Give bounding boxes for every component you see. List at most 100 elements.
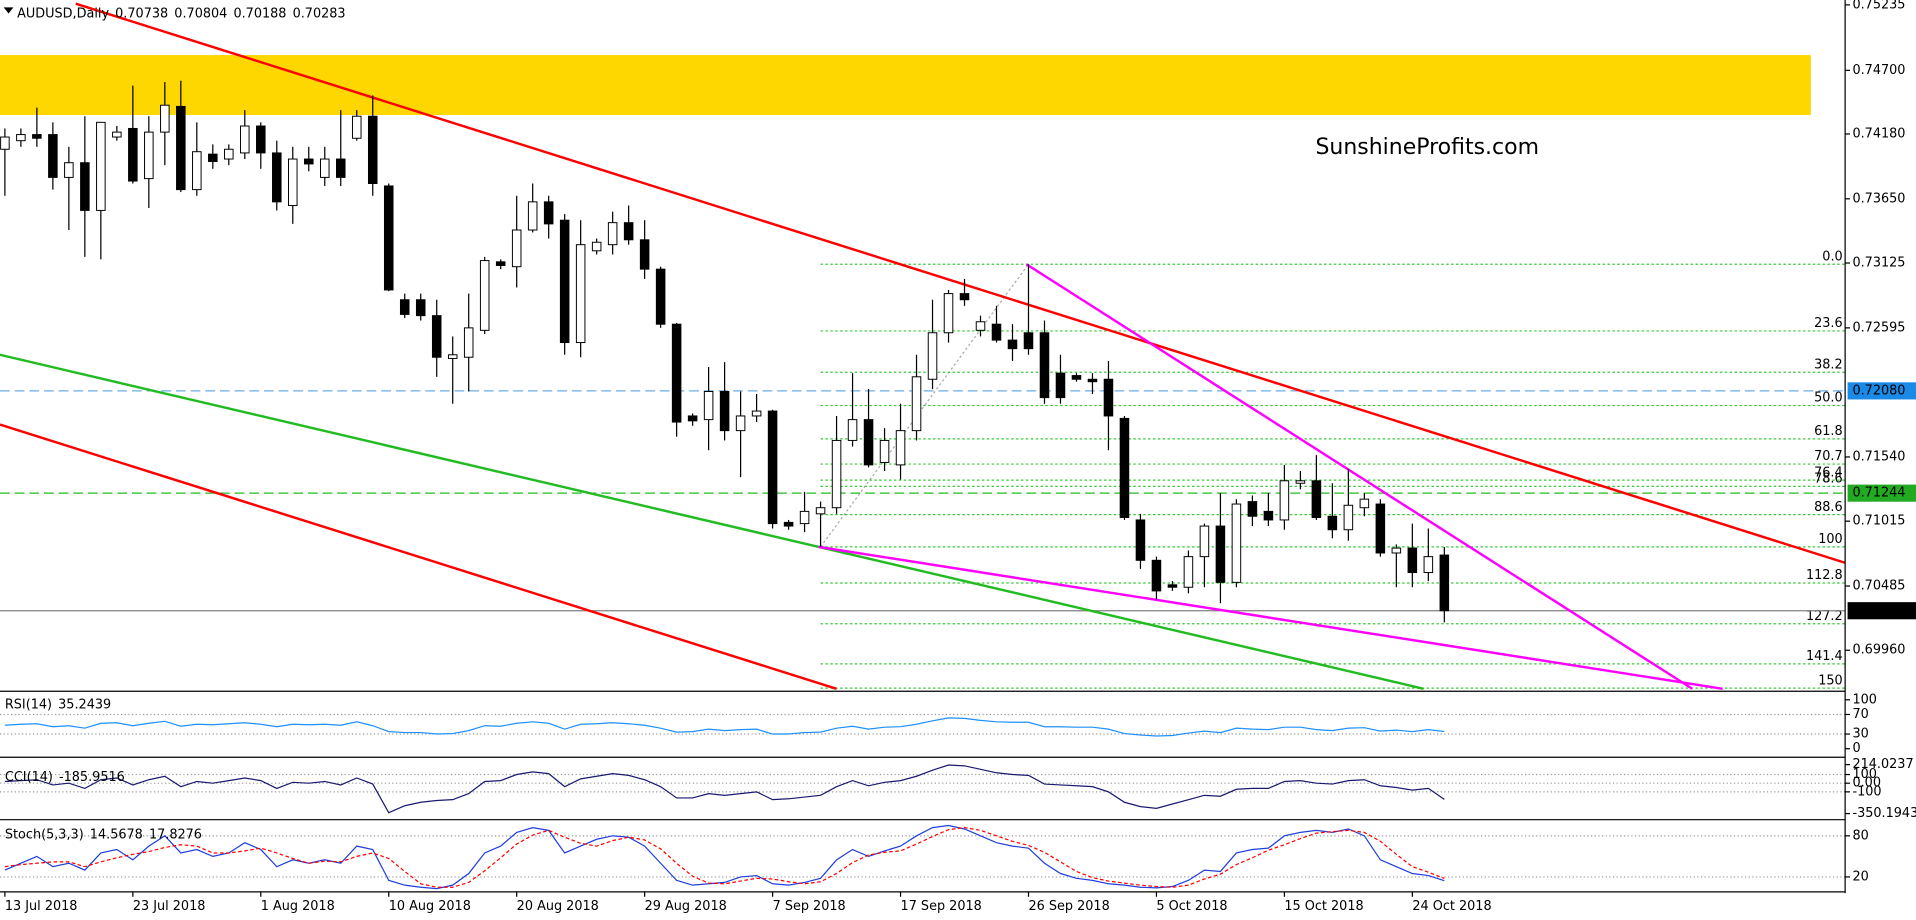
candle-body xyxy=(1359,498,1370,509)
resistance-zone xyxy=(0,55,1811,115)
candle-body xyxy=(591,241,602,252)
ohlc-value: 0.70283 xyxy=(293,6,346,21)
candle-body xyxy=(1231,503,1242,583)
fib-level-label: 23.6 xyxy=(1814,316,1843,331)
candle-body xyxy=(1407,547,1418,574)
candle-body xyxy=(991,323,1002,341)
symbol-title: AUDUSD,Daily xyxy=(17,6,109,21)
candle-body xyxy=(1391,547,1402,554)
watermark: SunshineProfits.com xyxy=(1315,135,1539,160)
candle-body xyxy=(895,430,906,466)
y-tick-label: 0.69960 xyxy=(1852,643,1905,658)
candle-body xyxy=(1183,556,1194,588)
candle-body xyxy=(272,152,282,203)
candle-body xyxy=(543,201,554,225)
candle-body xyxy=(735,415,746,432)
ohlc-value: 0.70188 xyxy=(233,6,286,21)
candle-body xyxy=(623,222,634,241)
fib-level-label: 50.0 xyxy=(1814,391,1843,406)
indicator-name: CCI(14) xyxy=(5,769,53,784)
candle-body xyxy=(815,507,826,515)
candle-body xyxy=(415,299,426,317)
x-tick-label: 23 Jul 2018 xyxy=(133,899,206,914)
candle-body xyxy=(751,410,762,417)
indicator-name: RSI(14) xyxy=(5,697,52,712)
candle-body xyxy=(32,134,42,139)
fib-level-label: 141.4 xyxy=(1806,649,1843,664)
candle-body xyxy=(1039,332,1050,399)
x-tick-label: 5 Oct 2018 xyxy=(1156,899,1227,914)
fib-level-label: 0.0 xyxy=(1822,249,1842,264)
candle-body xyxy=(367,115,378,184)
ohlc-value: 0.70804 xyxy=(174,6,227,21)
candle-body xyxy=(1087,378,1098,383)
indicator-line xyxy=(4,764,1445,814)
x-tick-label: 1 Aug 2018 xyxy=(261,899,335,914)
candle-body xyxy=(335,158,346,178)
candle-body xyxy=(767,410,778,525)
indicator-line xyxy=(4,826,1445,888)
candle-body xyxy=(176,105,186,191)
candle-body xyxy=(959,293,970,301)
candle-body xyxy=(479,260,490,331)
x-tick-label: 10 Aug 2018 xyxy=(389,899,471,914)
trend-line xyxy=(75,2,1846,564)
candle-body xyxy=(639,239,650,270)
menu-triangle xyxy=(3,7,14,14)
candle-body xyxy=(1327,515,1338,531)
fib-level-label: 78.6 xyxy=(1814,472,1843,487)
candle-body xyxy=(319,158,330,178)
price-label: 0.71244 xyxy=(1852,486,1905,501)
indicator-value: -185.9516 xyxy=(59,769,125,784)
indicator-name: Stoch(5,3,3) xyxy=(5,827,84,842)
candle-body xyxy=(1423,556,1434,574)
ohlc-value: 0.70738 xyxy=(115,6,168,21)
y-tick-label: 0.70485 xyxy=(1852,579,1905,594)
candle-body xyxy=(527,201,538,231)
candle-body xyxy=(1375,503,1386,554)
candle-body xyxy=(16,134,26,142)
candle-body xyxy=(831,439,842,509)
candle-body xyxy=(783,521,794,527)
candle-body xyxy=(559,219,570,344)
candle-body xyxy=(1263,510,1274,521)
candle-body xyxy=(1007,339,1018,350)
candle-body xyxy=(240,125,250,154)
indicator-title: RSI(14) 35.2439 xyxy=(5,697,111,712)
indicator-title: CCI(14) -185.9516 xyxy=(5,769,125,784)
fib-level-label: 150 xyxy=(1818,673,1842,688)
candle-body xyxy=(1343,504,1354,531)
y-tick-label: -350.1943 xyxy=(1852,806,1916,821)
fib-level-label: 61.8 xyxy=(1814,424,1843,439)
candle-body xyxy=(64,162,74,178)
candle-body xyxy=(703,390,714,421)
candle-body xyxy=(943,293,954,334)
candle-body xyxy=(1247,501,1258,517)
price-label-box xyxy=(1847,382,1916,400)
x-tick-label: 29 Aug 2018 xyxy=(645,899,727,914)
candle-body xyxy=(192,151,202,191)
candle-body xyxy=(1151,559,1162,592)
indicator-title: Stoch(5,3,3) 14.5678 17.8276 xyxy=(5,827,202,842)
y-tick-label: 70 xyxy=(1852,707,1868,722)
candle-body xyxy=(1023,332,1034,350)
x-tick-label: 7 Sep 2018 xyxy=(773,899,846,914)
candle-body xyxy=(399,299,410,315)
fib-level-label: 76.4 xyxy=(1814,465,1843,480)
candle-body xyxy=(1119,417,1130,518)
y-tick-label: 214.0237 xyxy=(1852,757,1913,772)
indicator-value: 17.8276 xyxy=(149,827,202,842)
candle-body xyxy=(607,222,618,246)
y-tick-label: 100 xyxy=(1852,692,1876,707)
y-tick-label: -100 xyxy=(1852,784,1881,799)
candle-body xyxy=(1135,519,1146,561)
candle-body xyxy=(863,419,874,466)
candle-body xyxy=(1295,480,1306,484)
x-tick-label: 24 Oct 2018 xyxy=(1412,899,1491,914)
main-plot: 0.0 23.6 38.2 50.0 61.8 70.776.478.6 88.6 100 11… xyxy=(0,2,1846,690)
y-tick-label: 80 xyxy=(1852,828,1868,843)
x-tick-label: 20 Aug 2018 xyxy=(517,899,599,914)
